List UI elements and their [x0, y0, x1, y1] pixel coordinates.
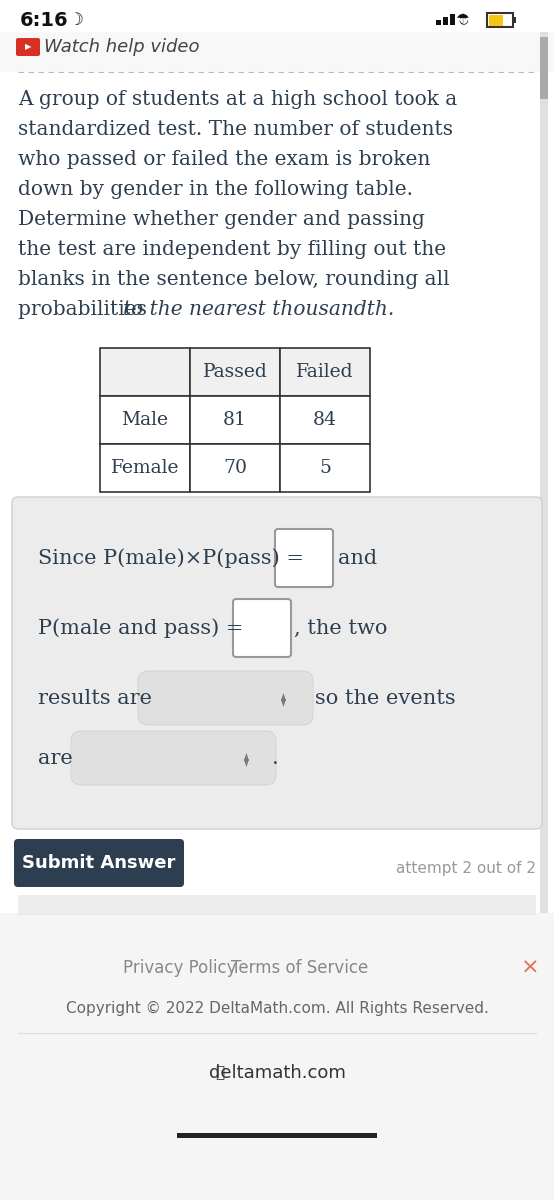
Text: A group of students at a high school took a: A group of students at a high school too… [18, 90, 457, 109]
Text: so the events: so the events [315, 689, 455, 708]
Text: the test are independent by filling out the: the test are independent by filling out … [18, 240, 446, 259]
Text: down by gender in the following table.: down by gender in the following table. [18, 180, 413, 199]
Text: who passed or failed the exam is broken: who passed or failed the exam is broken [18, 150, 430, 169]
Bar [100, 348, 190, 396]
Text: P(male and pass) =: P(male and pass) = [38, 618, 250, 638]
Bar [0, 32, 554, 72]
Text: Passed: Passed [203, 362, 268, 382]
Text: .: . [272, 749, 279, 768]
Text: ×: × [521, 958, 539, 978]
Text: Privacy Policy: Privacy Policy [123, 959, 237, 977]
Text: ☂: ☂ [455, 12, 469, 28]
Bar [540, 32, 548, 1200]
Text: Female: Female [111, 458, 179, 476]
Text: ◄►: ◄► [241, 750, 251, 766]
Text: Male: Male [121, 410, 168, 428]
FancyBboxPatch shape [14, 839, 184, 887]
Bar [436, 20, 441, 25]
Text: probabilities: probabilities [18, 300, 153, 319]
FancyBboxPatch shape [540, 37, 548, 98]
Text: ◄►: ◄► [278, 690, 288, 706]
Text: Watch help video: Watch help video [44, 38, 199, 56]
Text: and: and [338, 548, 377, 568]
Bar [100, 444, 190, 492]
FancyBboxPatch shape [233, 599, 291, 658]
Bar [489, 14, 503, 25]
Text: ◡: ◡ [458, 14, 468, 25]
FancyBboxPatch shape [16, 38, 40, 56]
Bar [190, 348, 280, 396]
Text: results are: results are [38, 689, 152, 708]
Text: Terms of Service: Terms of Service [232, 959, 368, 977]
Bar [443, 17, 448, 25]
Text: 5: 5 [319, 458, 331, 476]
FancyBboxPatch shape [138, 671, 313, 725]
Bar [450, 14, 455, 25]
Bar [280, 396, 370, 444]
Bar [100, 396, 190, 444]
Text: deltamath.com: deltamath.com [208, 1064, 346, 1082]
FancyBboxPatch shape [71, 731, 276, 785]
Text: standardized test. The number of students: standardized test. The number of student… [18, 120, 453, 139]
Text: 6:16: 6:16 [20, 11, 69, 30]
Bar [513, 17, 516, 23]
Bar [18, 895, 536, 914]
Bar [487, 13, 513, 26]
Text: are: are [38, 749, 73, 768]
Text: Failed: Failed [296, 362, 354, 382]
Text: ☽: ☽ [68, 11, 83, 29]
Text: 81: 81 [223, 410, 247, 428]
Text: Determine whether gender and passing: Determine whether gender and passing [18, 210, 425, 229]
Text: attempt 2 out of 2: attempt 2 out of 2 [396, 860, 536, 876]
Text: ▶: ▶ [25, 42, 31, 52]
Bar [190, 444, 280, 492]
Text: blanks in the sentence below, rounding all: blanks in the sentence below, rounding a… [18, 270, 450, 289]
Bar [177, 1133, 377, 1138]
Text: Submit Answer: Submit Answer [22, 854, 176, 872]
Text: Copyright © 2022 DeltaMath.com. All Rights Reserved.: Copyright © 2022 DeltaMath.com. All Righ… [65, 1001, 489, 1015]
FancyBboxPatch shape [12, 497, 542, 829]
FancyBboxPatch shape [275, 529, 333, 587]
Text: to the nearest thousandth.: to the nearest thousandth. [123, 300, 394, 319]
Text: 🔒: 🔒 [216, 1066, 224, 1080]
Text: 70: 70 [223, 458, 247, 476]
Bar [190, 396, 280, 444]
Bar [0, 913, 554, 1200]
Bar [280, 348, 370, 396]
Text: Since P(male)×P(pass) =: Since P(male)×P(pass) = [38, 548, 311, 568]
Bar [280, 444, 370, 492]
Text: 84: 84 [313, 410, 337, 428]
Text: , the two: , the two [294, 618, 387, 637]
